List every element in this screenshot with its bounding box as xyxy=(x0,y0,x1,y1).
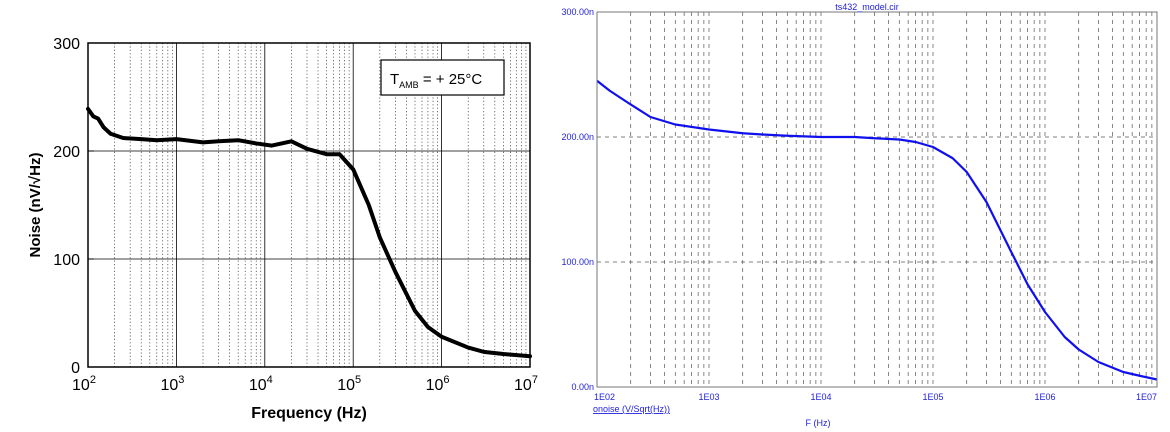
right-x-tick-label: 1E03 xyxy=(698,392,719,402)
left-y-axis-label: Noise (nV/√Hz) xyxy=(27,153,44,258)
right-minor-gridlines xyxy=(630,12,1153,387)
left-y-tick-label: 0 xyxy=(71,360,80,377)
right-y-tick-label: 300.00n xyxy=(561,7,594,17)
right-y-tick-label: 0.00n xyxy=(571,382,594,392)
left-x-axis-label: Frequency (Hz) xyxy=(251,405,367,422)
left-x-tick-label: 107 xyxy=(514,374,538,394)
right-x-tick-label: 1E06 xyxy=(1034,392,1055,402)
right-x-tick-label: 1E04 xyxy=(810,392,831,402)
annotation-text: TAMB = + 25°C xyxy=(390,71,482,90)
right-plot-frame xyxy=(596,11,1158,388)
right-y-tick-label: 200.00n xyxy=(561,132,594,142)
left-x-tick-label: 105 xyxy=(337,374,361,394)
left-x-tick-label: 106 xyxy=(426,374,450,394)
right-x-tick-labels: 1E02 1E03 1E04 1E05 1E06 1E07 xyxy=(594,392,1157,402)
left-y-tick-label: 100 xyxy=(53,252,80,269)
right-x-tick-label: 1E02 xyxy=(594,392,615,402)
right-onoise-curve xyxy=(596,79,1158,381)
left-y-tick-label: 300 xyxy=(53,36,80,53)
right-y-tick-label: 100.00n xyxy=(561,257,594,267)
left-x-tick-label: 104 xyxy=(249,374,273,394)
annotation-box xyxy=(380,59,505,96)
right-major-gridlines xyxy=(596,11,1158,388)
left-y-tick-labels: 0 100 200 300 xyxy=(53,36,80,377)
right-legend-label: onoise (V/Sqrt(Hz)) xyxy=(593,404,670,414)
temperature-annotation: TAMB = + 25°C xyxy=(380,59,505,96)
right-y-tick-labels: 0.00n 100.00n 200.00n 300.00n xyxy=(561,7,594,392)
left-noise-curve xyxy=(86,106,532,359)
left-tick-marks xyxy=(88,42,94,368)
left-noise-chart: 0 100 200 300 102 103 104 105 106 107 Frequency … xyxy=(27,36,538,422)
left-x-tick-label: 103 xyxy=(160,374,184,394)
right-x-tick-label: 1E07 xyxy=(1136,392,1157,402)
right-x-axis-label: F (Hz) xyxy=(806,418,831,428)
right-x-tick-label: 1E05 xyxy=(922,392,943,402)
left-x-tick-label: 102 xyxy=(72,374,96,394)
right-chart-title: ts432_model.cir xyxy=(835,2,899,12)
left-plot-frame xyxy=(87,42,531,368)
left-y-tick-label: 200 xyxy=(53,144,80,161)
left-x-tick-labels: 102 103 104 105 106 107 xyxy=(72,374,538,394)
